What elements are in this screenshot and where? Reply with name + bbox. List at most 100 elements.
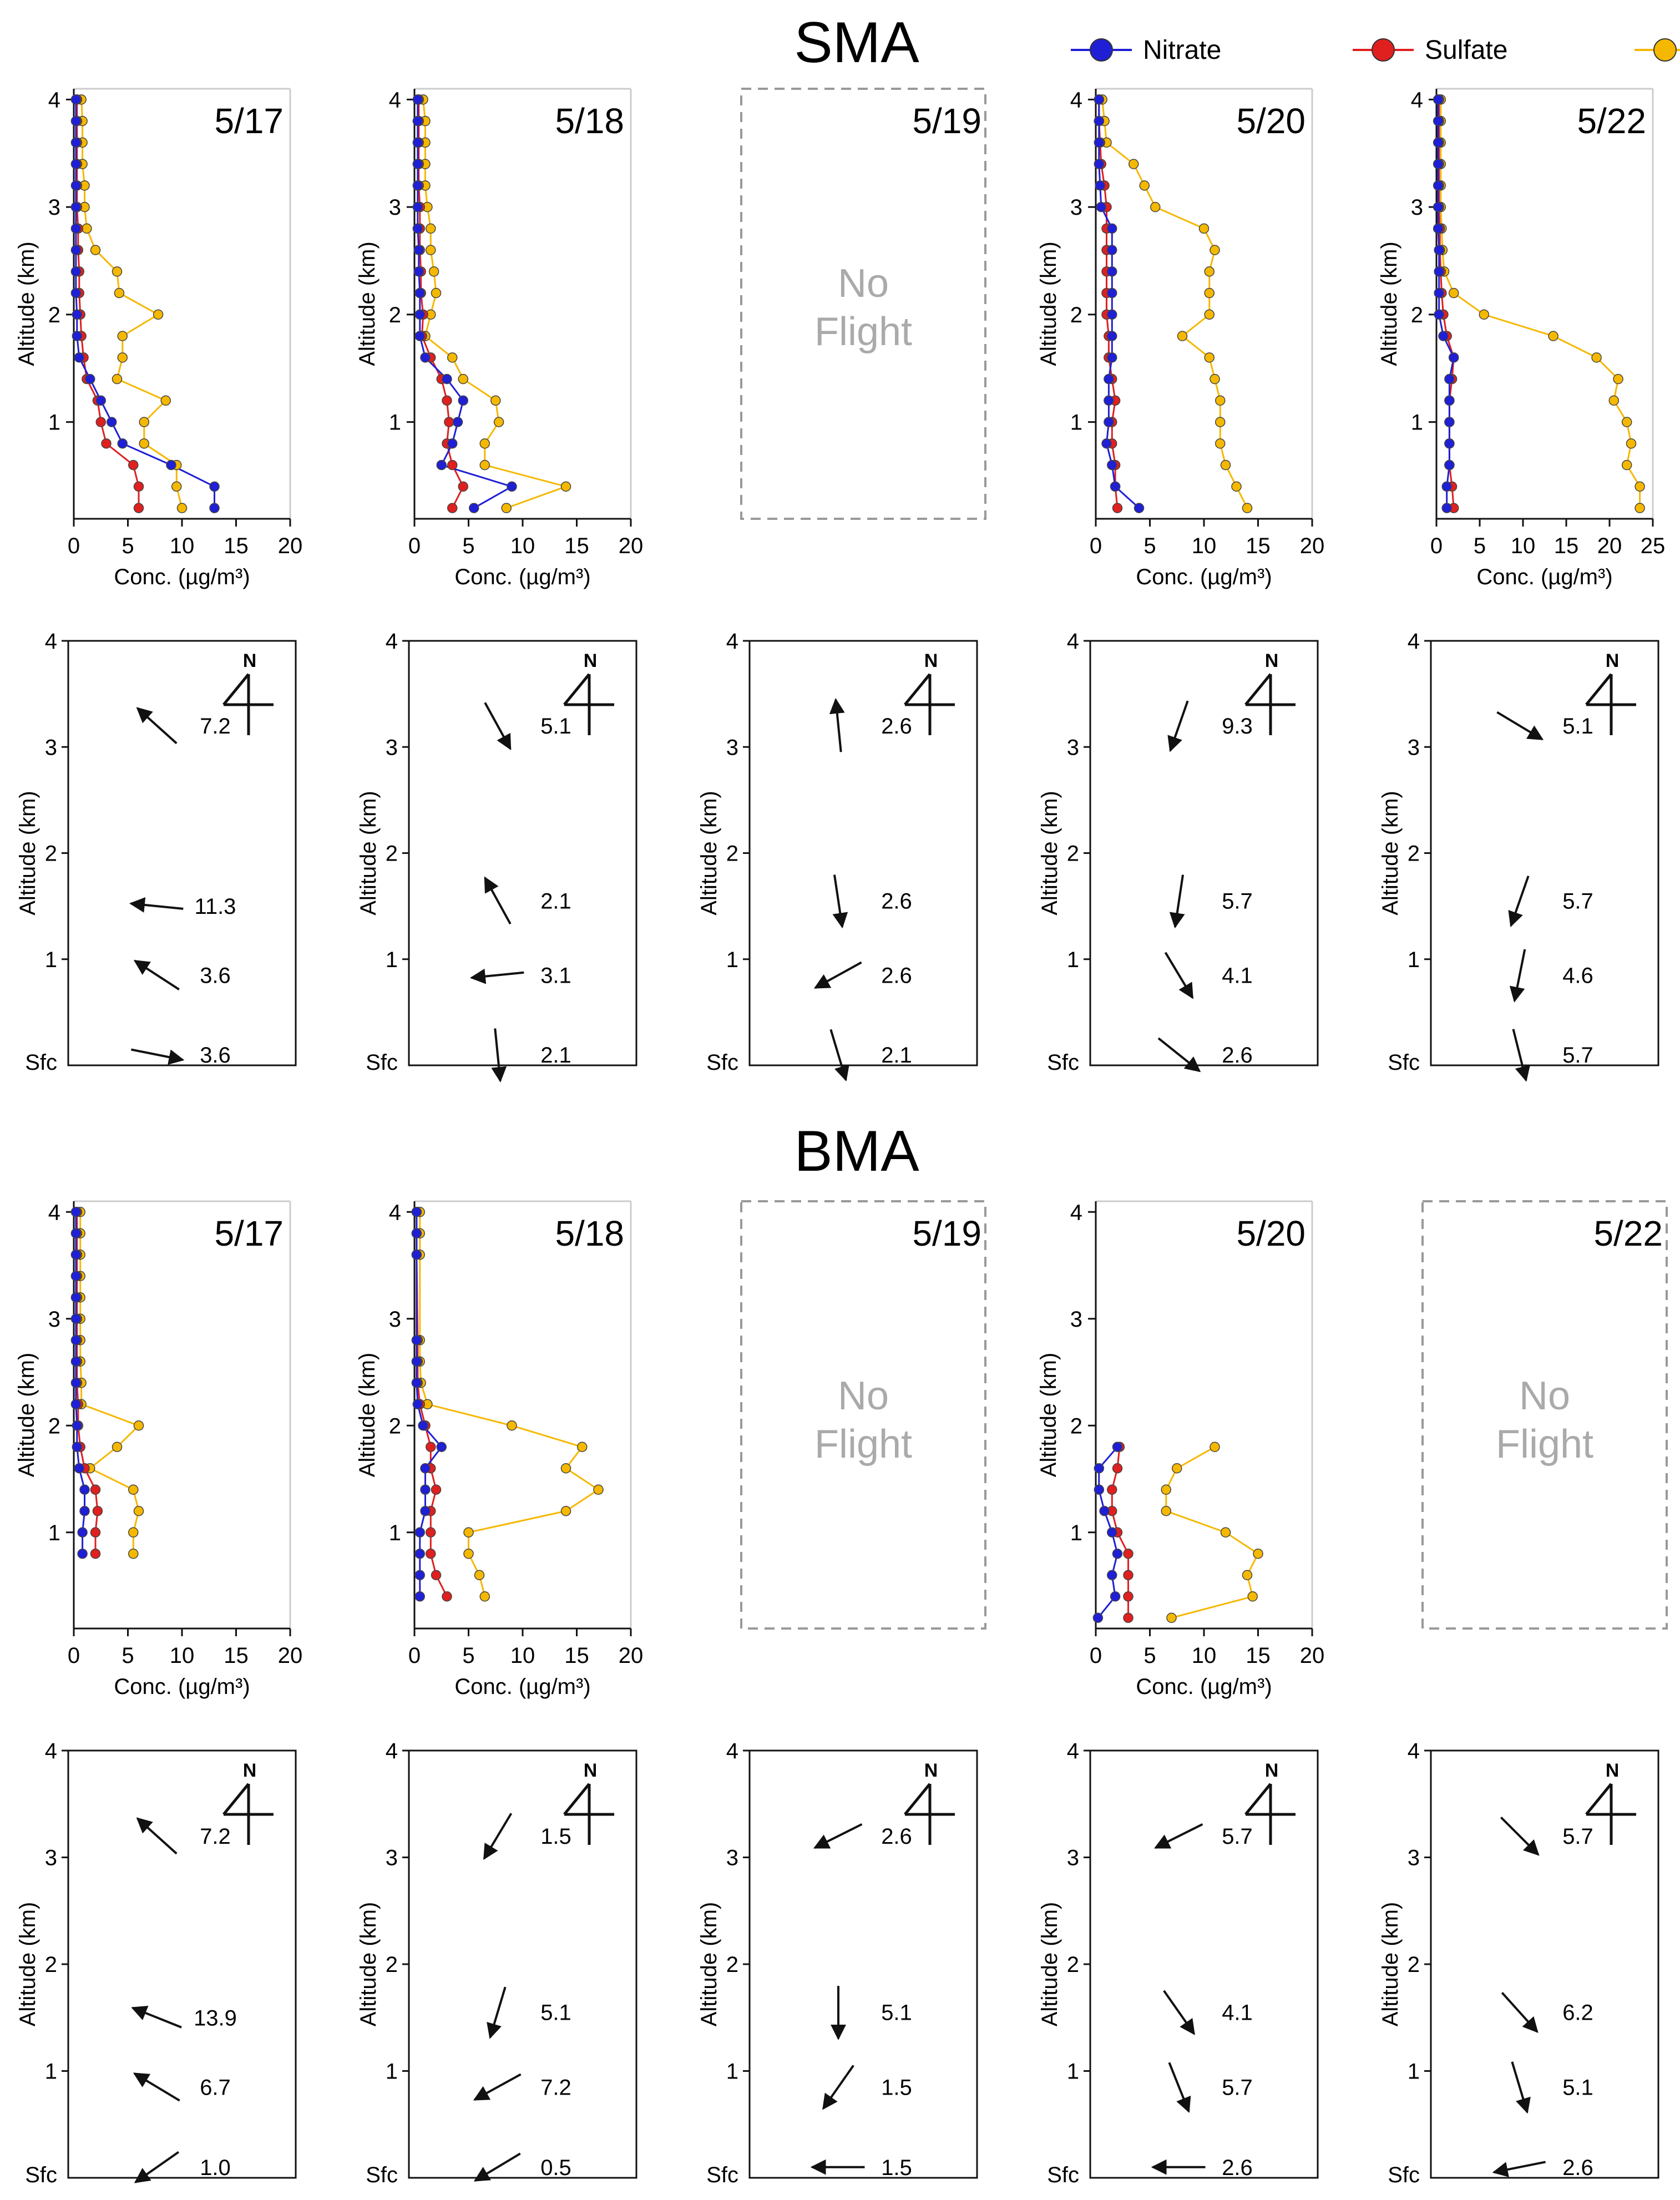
data-point-nitrate [1099,1506,1110,1516]
data-point-oa [426,223,436,234]
data-point-nitrate [70,180,82,191]
data-point-nitrate [1104,417,1114,427]
x-axis-label: Conc. (µg/m³) [114,565,250,589]
data-point-nitrate [72,309,83,320]
data-point-nitrate [70,94,82,105]
compass-barb [1244,1783,1272,1815]
data-point-oa [160,395,171,406]
data-point-nitrate [1134,503,1145,513]
y-axis-label: Altitude (km) [1378,1902,1403,2027]
data-point-nitrate [1112,1549,1123,1559]
data-point-sulfate [444,417,454,427]
data-point-sulfate [442,1591,452,1602]
data-point-sulfate [133,481,144,492]
data-point-oa [1479,309,1490,320]
data-point-nitrate [70,1271,82,1281]
data-point-oa [1210,1442,1220,1452]
wind-speed-label: 0.5 [540,2156,571,2180]
data-point-nitrate [411,1250,422,1260]
y-tick-label: 3 [1408,1846,1420,1870]
series-line-nitrate [416,1212,443,1597]
data-point-oa [1150,201,1161,213]
data-point-nitrate [1433,223,1444,234]
conc-panel-bma-5-18: 0 5 10 15 20 1 2 3 4 Conc. (µg/m³) Altitude (km) 5/… [355,1200,643,1699]
data-point-nitrate [70,1313,82,1324]
wind-arrow [487,1986,507,2039]
y-tick-label: 2 [48,303,60,327]
data-point-nitrate [1107,352,1117,363]
wind-arrow [469,968,524,984]
compass-north-label: N [924,650,938,671]
data-point-oa [1129,159,1139,169]
compass-north-label: N [584,650,598,671]
wind-panel-bma-5-18: 1 2 3 4 Sfc Altitude (km) N 1.5 5.1 7.2 0.5 [356,1739,637,2187]
legend-label-nitrate: Nitrate [1143,36,1221,65]
data-point-nitrate [70,137,82,148]
y-tick-label: 3 [389,195,401,220]
y-axis-label: Altitude (km) [1038,1902,1062,2027]
y-tick-label: 1 [48,1521,60,1545]
wind-panel-bma-5-17: 1 2 3 4 Sfc Altitude (km) N 7.2 13.9 6.7 1.0 [16,1739,297,2187]
data-point-nitrate [411,1207,422,1217]
y-tick-label: 3 [1067,735,1079,760]
wind-arrow [136,707,178,745]
no-flight-text-line2: Flight [814,310,912,354]
data-point-oa [1548,331,1558,341]
y-tick-label: 4 [389,1200,401,1225]
data-point-nitrate [72,331,83,341]
data-point-oa [112,1442,123,1452]
data-point-nitrate [107,417,117,427]
x-tick-label: 0 [408,1643,421,1668]
y-tick-label: 3 [1070,195,1082,220]
y-tick-label: 2 [389,1414,401,1438]
y-tick-label: 1 [48,411,60,435]
wind-speed-label: 2.6 [1222,2156,1253,2180]
data-point-sulfate [90,1484,101,1495]
data-point-nitrate [411,1378,422,1388]
compass-barb [563,673,590,706]
data-point-sulfate [101,438,112,449]
data-point-nitrate [1104,395,1114,406]
data-point-nitrate [70,159,82,169]
y-axis-label: Altitude (km) [697,791,721,916]
data-point-nitrate [469,503,479,513]
wind-arrow [484,876,512,925]
y-tick-label: 3 [1067,1846,1079,1870]
data-point-nitrate [420,1463,431,1474]
x-tick-label: 0 [1430,534,1443,558]
compass-barb [1244,673,1272,706]
y-tick-label: 1 [386,948,398,972]
x-tick-label: 15 [224,534,249,558]
data-point-oa [1635,503,1645,513]
wind-arrow [829,697,845,752]
wind-arrow [1492,2161,1546,2177]
wind-arrow [1512,1029,1530,1082]
data-point-nitrate [1433,180,1444,191]
data-point-nitrate [70,1356,82,1367]
x-tick-label: 15 [224,1643,249,1668]
compass-north-label: N [243,1760,257,1781]
data-point-nitrate [1433,201,1444,213]
data-point-oa [128,1484,139,1495]
data-point-nitrate [85,373,95,385]
data-point-oa [560,1463,571,1474]
x-tick-label: 5 [122,534,134,558]
no-flight-box [740,1200,986,1630]
wind-arrow [473,2152,521,2182]
data-point-oa [1613,373,1623,385]
wind-arrow [1154,1823,1203,1849]
data-point-oa [507,1420,517,1431]
wind-arrow [136,1817,178,1855]
y-tick-label: 2 [45,842,57,866]
data-point-oa [493,417,504,427]
panel-date: 5/22 [1593,1213,1663,1253]
series-line-oa [419,1212,600,1597]
y-tick-label: 4 [48,88,60,112]
data-point-sulfate [431,1570,442,1580]
data-point-oa [501,503,512,513]
y-tick-label: 1 [386,2060,398,2084]
y-tick-label: 3 [45,735,57,760]
compass-barb [1585,673,1612,706]
sfc-label: Sfc [1388,2163,1420,2187]
data-point-sulfate [447,459,458,471]
